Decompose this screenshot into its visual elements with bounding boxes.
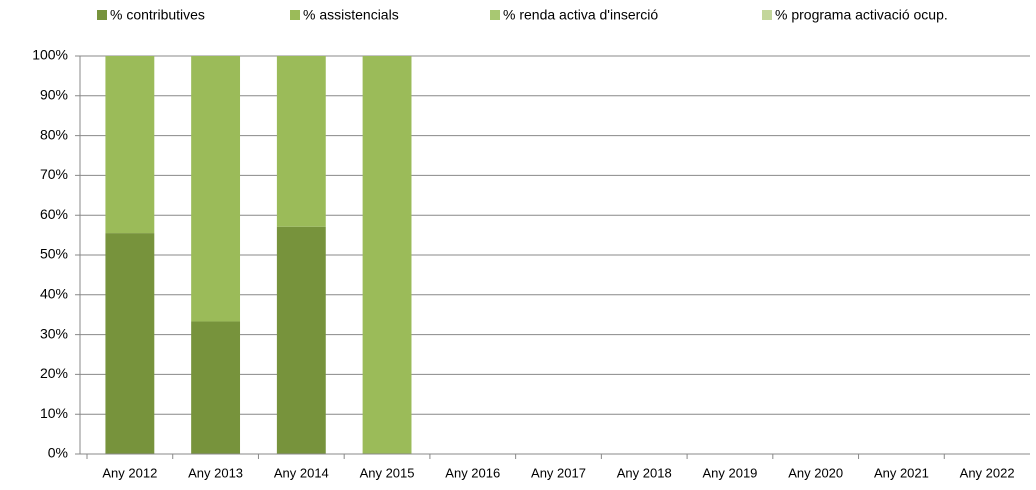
- y-tick-label: 60%: [40, 206, 68, 222]
- bar-segment: [191, 321, 241, 454]
- bar-segment: [276, 226, 326, 454]
- x-tick-label: Any 2021: [874, 465, 929, 480]
- x-tick-label: Any 2022: [960, 465, 1015, 480]
- legend-label: % assistencials: [303, 7, 399, 23]
- x-tick-label: Any 2020: [788, 465, 843, 480]
- legend-swatch: [762, 10, 772, 20]
- legend-swatch: [290, 10, 300, 20]
- bar-segment: [362, 56, 412, 454]
- bar-segment: [191, 56, 241, 322]
- y-tick-label: 40%: [40, 286, 68, 302]
- x-tick-label: Any 2013: [188, 465, 243, 480]
- legend-label: % contributives: [110, 7, 205, 23]
- x-tick-label: Any 2017: [531, 465, 586, 480]
- x-tick-label: Any 2019: [702, 465, 757, 480]
- y-tick-label: 100%: [32, 47, 68, 63]
- x-tick-label: Any 2012: [102, 465, 157, 480]
- x-tick-label: Any 2014: [274, 465, 329, 480]
- y-tick-label: 20%: [40, 365, 68, 381]
- bar-segment: [105, 233, 155, 454]
- legend-swatch: [97, 10, 107, 20]
- y-tick-label: 0%: [48, 445, 68, 461]
- legend-label: % renda activa d'inserció: [503, 7, 658, 23]
- bar-segment: [105, 56, 155, 234]
- y-tick-label: 30%: [40, 325, 68, 341]
- y-tick-label: 80%: [40, 126, 68, 142]
- legend-label: % programa activació ocup.: [775, 7, 948, 23]
- y-tick-label: 90%: [40, 87, 68, 103]
- y-tick-label: 10%: [40, 405, 68, 421]
- x-tick-label: Any 2018: [617, 465, 672, 480]
- y-tick-label: 70%: [40, 166, 68, 182]
- bar-segment: [276, 56, 326, 227]
- x-tick-label: Any 2016: [445, 465, 500, 480]
- legend-swatch: [490, 10, 500, 20]
- x-tick-label: Any 2015: [360, 465, 415, 480]
- y-tick-label: 50%: [40, 246, 68, 262]
